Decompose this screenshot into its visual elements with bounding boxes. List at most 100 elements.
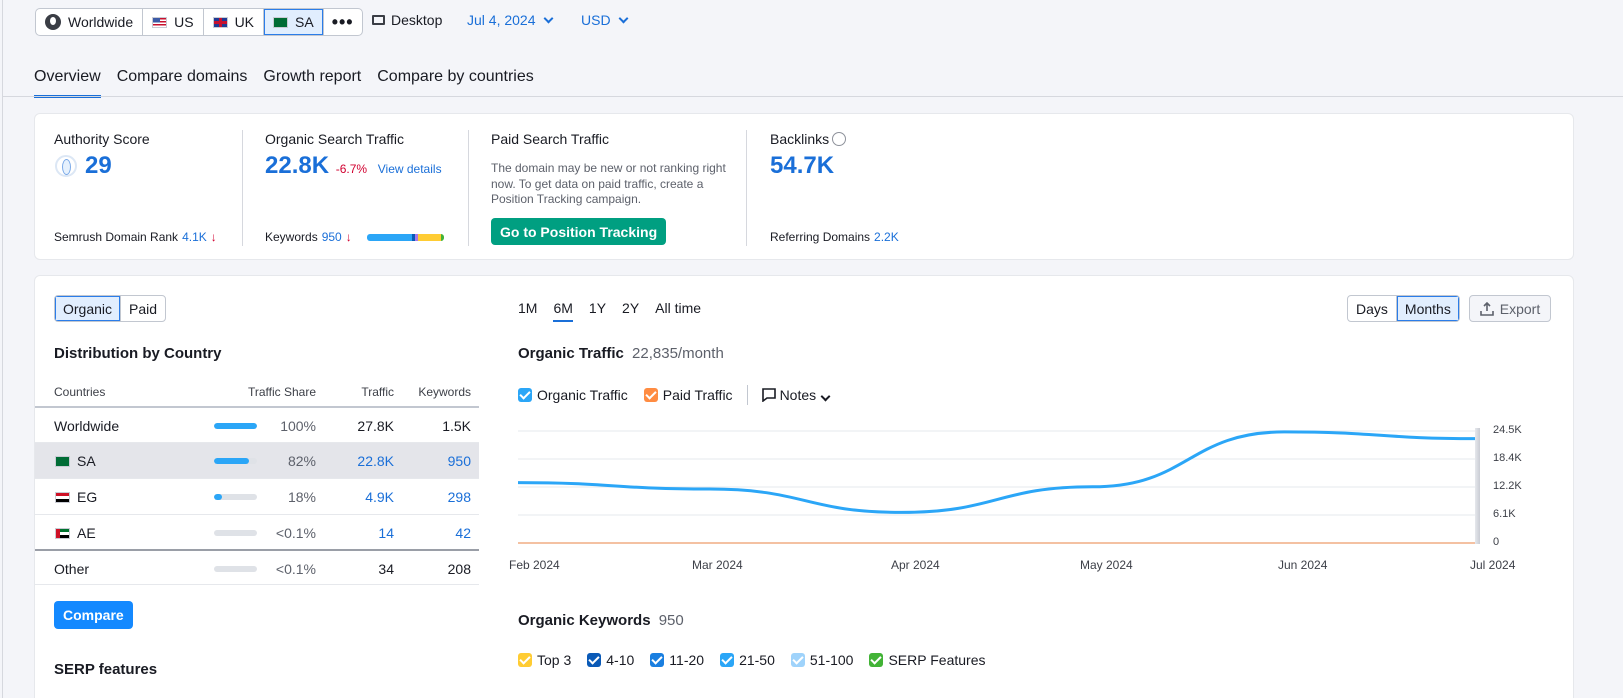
organic-traffic-chart[interactable] (518, 421, 1480, 551)
chevron-down-icon (618, 13, 629, 23)
col-keywords[interactable]: Keywords (418, 385, 471, 399)
tab-overview[interactable]: Overview (34, 68, 101, 98)
traffic-share-bar (214, 423, 257, 429)
checkbox-icon (650, 653, 665, 667)
referring-domains: Referring Domains 2.2K (770, 230, 899, 244)
legend-divider (746, 385, 748, 405)
range-1m[interactable]: 1M (518, 300, 538, 316)
arrow-down-icon: ↓ (345, 230, 352, 244)
x-tick-label: Mar 2024 (692, 558, 743, 572)
traffic-share-bar (214, 494, 257, 500)
chevron-down-icon (820, 391, 831, 402)
flag-sa-icon (273, 16, 289, 28)
range-6m[interactable]: 6M (553, 300, 573, 322)
main-card: Organic Paid Distribution by Country Cou… (34, 275, 1574, 698)
change-badge: -6.7% (335, 162, 368, 176)
paid-traffic-label: Paid Search Traffic (491, 131, 610, 147)
organic-traffic-widget: Organic Search Traffic 22.8K -6.7% View … (243, 114, 469, 261)
serp-features-title: SERP features (54, 661, 158, 678)
legend-51-100[interactable]: 51-100 (790, 652, 853, 668)
chart-cursor-line (1475, 428, 1480, 544)
tab-compare-by-countries[interactable]: Compare by countries (377, 68, 534, 85)
export-button[interactable]: Export (1469, 295, 1551, 322)
col-traffic[interactable]: Traffic (361, 385, 394, 399)
legend-paid-traffic[interactable]: Paid Traffic (643, 387, 733, 403)
db-worldwide[interactable]: Worldwide (36, 9, 144, 35)
db-uk[interactable]: UK (204, 9, 265, 35)
keywords-distribution-bar (367, 234, 444, 241)
days-toggle[interactable]: Days (1348, 296, 1397, 321)
series-line-organic-traffic (518, 430, 1477, 514)
x-tick-label: Apr 2024 (891, 558, 940, 572)
range-all-time[interactable]: All time (655, 300, 702, 316)
currency-selector[interactable]: USD (581, 12, 629, 28)
table-row[interactable]: EG 18% 4.9K 298 (35, 478, 479, 514)
notes-dropdown[interactable]: Notes (761, 387, 831, 403)
y-tick-label: 24.5K (1493, 424, 1522, 436)
domain-rank: Semrush Domain Rank 4.1K ↓ (54, 230, 217, 244)
compare-button[interactable]: Compare (54, 601, 133, 629)
legend-organic-traffic[interactable]: Organic Traffic (518, 387, 628, 403)
checkbox-icon (518, 653, 532, 667)
go-to-position-tracking-button[interactable]: Go to Position Tracking (491, 218, 667, 245)
device-selector[interactable]: Desktop (372, 12, 442, 28)
granularity-toggle: Days Months (1347, 295, 1460, 322)
organic-toggle[interactable]: Organic (55, 296, 122, 321)
more-databases-button[interactable]: ••• (331, 12, 354, 32)
date-selector[interactable]: Jul 4, 2024 (467, 12, 553, 28)
authority-score-widget: Authority Score 29 Semrush Domain Rank 4.… (35, 114, 242, 261)
flag-us-icon (152, 16, 168, 28)
view-details-link[interactable]: View details (377, 162, 442, 176)
date-range-tabs: 1M 6M 1Y 2Y All time (518, 300, 701, 322)
authority-score-icon (55, 155, 77, 177)
traffic-share-bar (214, 458, 257, 464)
db-sa[interactable]: SA (264, 9, 324, 35)
checkbox-icon (869, 653, 884, 667)
checkbox-icon (790, 653, 805, 667)
database-selector: Worldwide US UK SA ••• (35, 8, 363, 36)
tab-growth-report[interactable]: Growth report (263, 68, 362, 85)
arrow-down-icon: ↓ (210, 230, 217, 244)
authority-score-value[interactable]: 29 (85, 152, 112, 179)
organic-traffic-title: Organic Traffic 22,835/month (518, 345, 724, 362)
main-tabs: Overview Compare domains Growth report C… (34, 68, 534, 98)
authority-score-label: Authority Score (54, 131, 150, 147)
col-countries: Countries (54, 385, 106, 399)
legend-4-10[interactable]: 4-10 (587, 652, 634, 668)
traffic-share-bar (214, 566, 257, 572)
y-tick-label: 12.2K (1493, 480, 1522, 492)
window-edge (2, 0, 3, 698)
organic-traffic-value: 22.8K -6.7% View details (265, 152, 442, 179)
keywords-count: Keywords 950 ↓ (265, 230, 352, 244)
table-row[interactable]: Worldwide 100% 27.8K 1.5K (35, 406, 479, 442)
checkbox-icon (587, 653, 602, 667)
table-row[interactable]: SA 82% 22.8K 950 (35, 442, 479, 478)
legend-serp-features[interactable]: SERP Features (869, 652, 985, 668)
x-tick-label: Feb 2024 (509, 558, 560, 572)
paid-toggle[interactable]: Paid (129, 300, 158, 317)
metrics-card: Authority Score 29 Semrush Domain Rank 4.… (34, 113, 1574, 260)
flag-eg-icon (55, 492, 70, 503)
tabs-divider (3, 96, 1623, 97)
paid-traffic-message: The domain may be new or not ranking rig… (491, 161, 726, 206)
range-2y[interactable]: 2Y (622, 300, 640, 316)
legend-11-20[interactable]: 11-20 (650, 652, 704, 668)
flag-uk-icon (212, 16, 228, 28)
organic-paid-toggle: Organic Paid (54, 295, 167, 322)
organic-keywords-title: Organic Keywords 950 (518, 612, 684, 629)
keywords-legend: Top 3 4-10 11-20 21-50 51-100 SERP Featu… (518, 652, 985, 668)
checkbox-icon (643, 388, 658, 402)
traffic-share-bar (214, 530, 257, 536)
backlinks-value[interactable]: 54.7K (770, 152, 835, 179)
col-traffic-share[interactable]: Traffic Share (247, 385, 316, 399)
globe-icon (45, 14, 61, 30)
legend-21-50[interactable]: 21-50 (720, 652, 775, 668)
months-toggle[interactable]: Months (1396, 296, 1459, 321)
backlinks-widget: Backlinks 54.7K Referring Domains 2.2K (747, 114, 1047, 261)
legend-top-3[interactable]: Top 3 (518, 652, 571, 668)
x-tick-label: May 2024 (1080, 558, 1133, 572)
db-us[interactable]: US (143, 9, 204, 35)
tab-compare-domains[interactable]: Compare domains (116, 68, 248, 85)
table-row[interactable]: AE <0.1% 14 42 (35, 514, 479, 550)
range-1y[interactable]: 1Y (588, 300, 607, 316)
